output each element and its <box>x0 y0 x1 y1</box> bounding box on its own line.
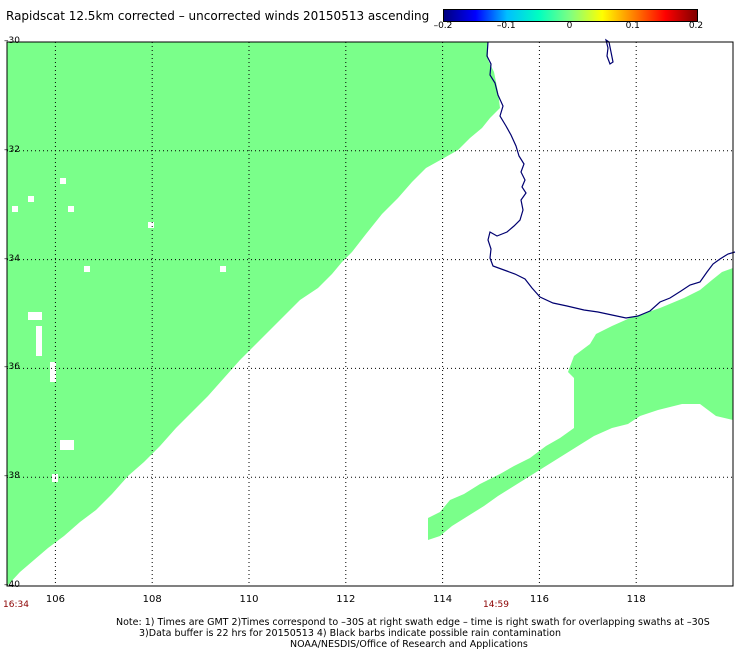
map-frame <box>6 41 734 587</box>
swath-gap <box>28 312 42 320</box>
longitude-label: 116 <box>529 594 549 605</box>
swath-gap <box>148 222 154 228</box>
latitude-label: –40 <box>4 580 20 590</box>
swath-gap <box>50 362 56 382</box>
australia-coastline <box>486 41 736 319</box>
longitude-label: 112 <box>336 594 356 605</box>
longitude-label: 106 <box>45 594 65 605</box>
note-line-1: Note: 1) Times are GMT 2)Times correspon… <box>116 617 710 628</box>
longitude-label: 118 <box>626 594 646 605</box>
colorbar-tick: 0.1 <box>625 21 640 31</box>
chart-title: Rapidscat 12.5km corrected – uncorrected… <box>6 9 430 23</box>
colorbar-tick: 0.2 <box>688 21 704 31</box>
note-line-3: NOAA/NESDIS/Office of Research and Appli… <box>290 639 528 650</box>
swath-gap <box>220 266 226 272</box>
graticule <box>7 42 733 586</box>
swath-gap <box>36 326 42 356</box>
time-label-left: 16:34 <box>3 600 29 610</box>
longitude-label: 114 <box>433 594 453 605</box>
swath-gap <box>84 266 90 272</box>
swath-gap <box>68 206 74 212</box>
latitude-label: –36 <box>4 362 20 373</box>
swath-region <box>428 268 733 540</box>
swath-gap <box>12 206 18 212</box>
swath-gap <box>60 440 74 450</box>
note-line-2: 3)Data buffer is 22 hrs for 20150513 4) … <box>139 628 561 639</box>
colorbar <box>443 9 698 22</box>
island-outline <box>605 38 614 65</box>
colorbar-tick: 0 <box>566 21 573 31</box>
longitude-label: 110 <box>239 594 259 605</box>
latitude-label: –32 <box>4 144 20 155</box>
colorbar-tick: –0.1 <box>496 21 516 31</box>
latitude-label: –30 <box>4 36 20 46</box>
colorbar-tick: –0.2 <box>433 21 453 31</box>
latitude-label: –34 <box>4 253 20 264</box>
swath-gap <box>28 196 34 202</box>
time-label-right: 14:59 <box>483 600 509 610</box>
swath-region <box>7 42 500 586</box>
latitude-label: –38 <box>4 471 20 482</box>
swath-layer <box>7 42 733 586</box>
longitude-label: 108 <box>142 594 162 605</box>
swath-gap <box>60 178 66 184</box>
